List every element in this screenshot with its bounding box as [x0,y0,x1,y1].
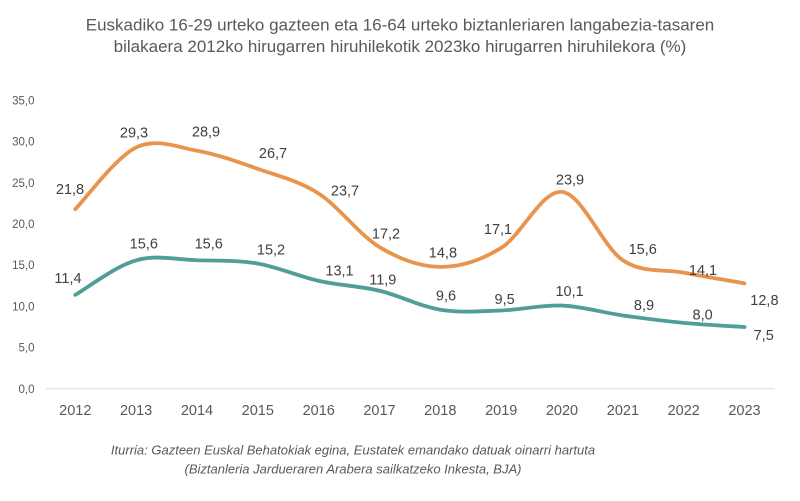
svg-text:2019: 2019 [485,403,517,419]
svg-text:35,0: 35,0 [12,96,34,108]
svg-text:7,5: 7,5 [754,328,774,344]
svg-text:30,0: 30,0 [12,137,34,149]
svg-text:23,9: 23,9 [556,172,584,188]
svg-text:2017: 2017 [363,403,395,419]
svg-text:8,9: 8,9 [634,298,654,314]
svg-text:15,6: 15,6 [130,237,158,253]
svg-text:9,5: 9,5 [495,292,515,308]
svg-text:2022: 2022 [668,403,700,419]
svg-text:2020: 2020 [546,403,578,419]
svg-text:29,3: 29,3 [120,125,148,141]
svg-text:2016: 2016 [303,403,335,419]
svg-text:11,9: 11,9 [369,273,396,289]
svg-text:2015: 2015 [242,403,274,419]
svg-text:15,0: 15,0 [12,260,34,272]
svg-text:14,8: 14,8 [429,245,457,261]
svg-text:Euskadiko 16-29 urteko gazteen: Euskadiko 16-29 urteko gazteen eta 16-64… [86,15,714,34]
svg-text:15,6: 15,6 [195,237,223,253]
svg-text:23,7: 23,7 [331,184,359,200]
svg-text:2023: 2023 [728,403,760,419]
svg-text:9,6: 9,6 [436,289,456,305]
svg-text:28,9: 28,9 [192,125,220,141]
svg-text:2013: 2013 [120,403,152,419]
svg-text:14,1: 14,1 [689,263,717,279]
svg-text:26,7: 26,7 [259,146,287,162]
svg-text:11,4: 11,4 [54,271,81,287]
svg-text:17,1: 17,1 [484,222,512,238]
svg-text:10,1: 10,1 [555,284,583,300]
svg-text:8,0: 8,0 [693,308,713,324]
svg-text:0,0: 0,0 [19,384,35,396]
svg-text:2018: 2018 [424,403,456,419]
svg-text:25,0: 25,0 [12,178,34,190]
svg-text:2012: 2012 [59,403,91,419]
svg-text:10,0: 10,0 [12,301,34,313]
svg-text:21,8: 21,8 [56,182,84,198]
svg-text:5,0: 5,0 [19,343,35,355]
svg-text:13,1: 13,1 [325,264,353,280]
svg-text:15,6: 15,6 [629,242,657,258]
svg-text:2021: 2021 [607,403,639,419]
svg-text:(Biztanleria Jardueraren Arabe: (Biztanleria Jardueraren Arabera sailkat… [185,461,522,476]
svg-text:bilakaera 2012ko hirugarren hi: bilakaera 2012ko hirugarren hiruhilekoti… [114,37,687,56]
svg-text:12,8: 12,8 [750,293,778,309]
svg-text:20,0: 20,0 [12,219,34,231]
svg-text:Iturria: Gazteen Euskal Behato: Iturria: Gazteen Euskal Behatokiak egina… [111,442,595,457]
svg-text:17,2: 17,2 [372,227,400,243]
svg-text:15,2: 15,2 [257,242,285,258]
svg-text:2014: 2014 [181,403,213,419]
